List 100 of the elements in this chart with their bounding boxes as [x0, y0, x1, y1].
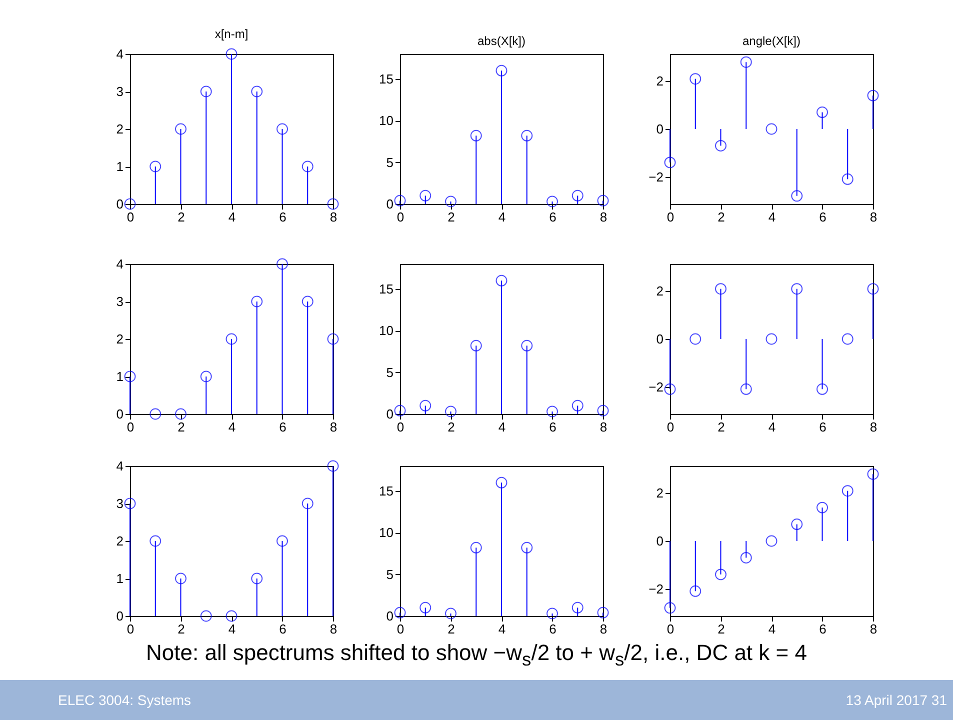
y-tick-label: 2 — [656, 486, 664, 501]
point — [715, 568, 726, 580]
y-tick-label: 5 — [386, 566, 394, 582]
x-tick-label: 2 — [178, 622, 185, 636]
point — [521, 542, 533, 554]
point — [276, 535, 288, 547]
text: 13 April 2017 31 — [846, 692, 947, 708]
y-tick-label: 4 — [116, 256, 124, 272]
point — [496, 274, 508, 286]
text: ELEC 3004: Systems — [58, 692, 192, 708]
point — [276, 258, 288, 270]
point — [740, 383, 752, 395]
point — [251, 572, 263, 584]
x-tick-label: 0 — [126, 420, 134, 434]
point — [791, 190, 803, 202]
y-tick-label: 10 — [379, 525, 394, 540]
point — [842, 333, 854, 345]
x-tick-label: 4 — [228, 210, 236, 224]
x-tick-label: 8 — [870, 622, 878, 636]
point — [445, 196, 456, 208]
point — [150, 408, 162, 420]
y-tick-label: −2 — [648, 169, 664, 184]
point — [124, 198, 136, 210]
y-tick-label: 3 — [116, 496, 124, 511]
point — [470, 130, 482, 142]
y-tick-label: 5 — [386, 364, 394, 380]
x-tick-label: 2 — [718, 420, 725, 434]
x-tick-label: 2 — [448, 622, 455, 636]
point — [124, 498, 136, 510]
point — [816, 502, 828, 514]
text: Note: all spectrums shifted to show −w$_{s}$/2 to + w$_{s}$/2, i.e., DC at k = 4 — [145, 640, 808, 670]
point — [664, 383, 676, 395]
point — [394, 194, 406, 206]
y-tick-label: 1 — [116, 369, 124, 384]
x-tick-label: 6 — [279, 622, 286, 636]
point — [394, 606, 406, 618]
y-tick-label: 10 — [379, 323, 394, 338]
y-tick-label: 2 — [656, 284, 664, 299]
x-tick-label: 2 — [718, 622, 725, 636]
point — [740, 56, 752, 68]
point — [124, 370, 136, 382]
point — [546, 196, 558, 208]
point — [766, 333, 778, 345]
point — [327, 460, 339, 472]
x-tick-label: 6 — [279, 210, 286, 224]
point — [470, 340, 482, 352]
x-tick-label: 0 — [666, 420, 674, 434]
point — [572, 190, 584, 202]
point — [150, 535, 162, 547]
chart-title: x[n-m] — [214, 26, 248, 41]
y-tick-label: 4 — [116, 458, 124, 474]
y-tick-label: 0 — [386, 608, 394, 624]
y-tick-label: 0 — [656, 122, 664, 136]
x-tick-label: 2 — [718, 210, 725, 224]
x-tick-label: 8 — [870, 420, 878, 434]
point — [226, 610, 238, 622]
point — [496, 64, 508, 76]
point — [791, 283, 803, 295]
point — [791, 518, 803, 530]
y-tick-label: 4 — [116, 46, 124, 62]
x-tick-label: 6 — [549, 622, 556, 636]
x-tick-label: 2 — [178, 210, 185, 224]
point — [867, 90, 879, 102]
point — [597, 606, 609, 618]
point — [690, 333, 702, 345]
x-tick-label: 2 — [178, 420, 185, 434]
point — [664, 156, 676, 168]
point — [521, 130, 533, 142]
y-tick-label: 1 — [116, 571, 124, 586]
x-tick-label: 8 — [600, 622, 608, 636]
x-tick-label: 6 — [549, 210, 556, 224]
point — [420, 400, 432, 412]
point — [302, 498, 314, 510]
y-tick-label: 1 — [116, 159, 124, 174]
point — [740, 552, 752, 564]
point — [496, 476, 508, 488]
point — [175, 408, 186, 420]
point — [200, 370, 212, 382]
x-tick-label: 8 — [600, 420, 608, 434]
x-tick-label: 6 — [279, 420, 286, 434]
x-tick-label: 2 — [448, 210, 455, 224]
x-tick-label: 8 — [330, 622, 338, 636]
point — [302, 160, 314, 172]
y-tick-label: 10 — [379, 113, 394, 128]
x-tick-label: 6 — [819, 622, 826, 636]
point — [715, 283, 726, 295]
point — [394, 404, 406, 416]
y-tick-label: 3 — [116, 84, 124, 99]
point — [572, 602, 584, 614]
point — [226, 333, 238, 345]
point — [715, 140, 726, 152]
point — [200, 86, 212, 98]
point — [226, 48, 238, 60]
point — [470, 542, 482, 554]
point — [445, 406, 456, 418]
y-tick-label: −2 — [648, 379, 664, 394]
point — [420, 190, 432, 202]
x-tick-label: 8 — [330, 210, 338, 224]
y-tick-label: 2 — [656, 74, 664, 89]
point — [276, 123, 288, 135]
